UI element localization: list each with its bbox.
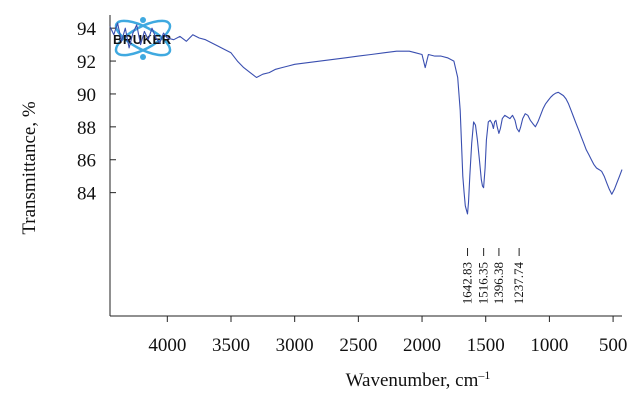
x-tick-label: 1000 bbox=[530, 335, 568, 356]
peak-label: 1642.83 bbox=[460, 262, 475, 304]
peak-label: 1516.35 bbox=[476, 262, 491, 304]
x-axis-ticks: 4000 3500 3000 2500 2000 1500 1000 500 bbox=[148, 316, 627, 356]
x-axis-title-main: Wavenumber, cm bbox=[346, 370, 479, 391]
x-tick-label: 3500 bbox=[212, 335, 250, 356]
x-tick-label: 4000 bbox=[148, 335, 186, 356]
x-axis-title: Wavenumber, cm–1 bbox=[346, 368, 491, 391]
y-tick-label: 94 bbox=[77, 19, 97, 40]
x-tick-label: 3000 bbox=[276, 335, 314, 356]
x-tick-label: 500 bbox=[599, 335, 627, 356]
x-tick-label: 1500 bbox=[467, 335, 505, 356]
y-tick-label: 90 bbox=[77, 85, 96, 106]
peak-label: 1237.74 bbox=[511, 262, 526, 305]
peak-annotations: 1642.83 1516.35 1396.38 1237.74 bbox=[460, 248, 526, 305]
x-tick-label: 2500 bbox=[339, 335, 377, 356]
y-tick-label: 84 bbox=[77, 184, 97, 205]
plot-frame bbox=[109, 15, 622, 317]
y-axis-title: Transmittance, % bbox=[19, 101, 40, 235]
spectrum-line bbox=[109, 22, 623, 215]
logo-dot-top bbox=[140, 17, 146, 23]
peak-label: 1396.38 bbox=[491, 262, 506, 304]
y-axis-ticks: 84 86 88 90 92 94 bbox=[77, 19, 116, 205]
logo-orbit-1 bbox=[114, 19, 172, 57]
logo-dot-bottom bbox=[140, 54, 146, 60]
x-axis-title-superscript: –1 bbox=[477, 368, 490, 382]
y-tick-label: 92 bbox=[77, 52, 96, 73]
y-tick-label: 88 bbox=[77, 118, 96, 139]
x-tick-label: 2000 bbox=[403, 335, 441, 356]
y-tick-label: 86 bbox=[77, 151, 96, 172]
